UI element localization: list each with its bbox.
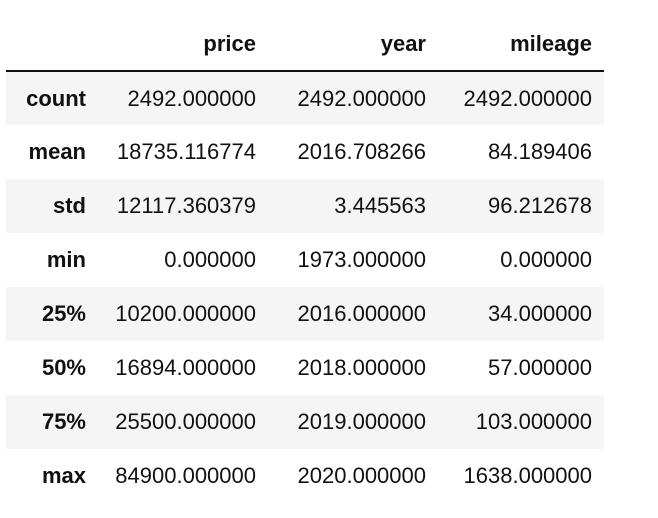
table-cell: 3.445563 <box>334 193 426 218</box>
column-header-mileage: mileage <box>438 18 604 72</box>
table-cell: 2016.708266 <box>297 139 426 164</box>
table-row: max 84900.000000 2020.000000 1638.000000 <box>6 449 604 503</box>
table-row: 25% 10200.000000 2016.000000 34.000000 <box>6 287 604 341</box>
row-index-label: std <box>53 193 86 218</box>
table-row: count 2492.000000 2492.000000 2492.00000… <box>6 71 604 125</box>
row-index-label: 50% <box>41 355 86 380</box>
table-cell: 1638.000000 <box>463 463 592 488</box>
dataframe-output: price year mileage count 2492.000000 249… <box>6 18 604 503</box>
table-cell: 84900.000000 <box>115 463 256 488</box>
table-header: price year mileage <box>6 18 604 72</box>
table-cell: 16894.000000 <box>115 355 256 380</box>
table-cell: 84.189406 <box>488 139 592 164</box>
column-header-year: year <box>268 18 438 72</box>
table-row: 50% 16894.000000 2018.000000 57.000000 <box>6 341 604 395</box>
table-row: mean 18735.116774 2016.708266 84.189406 <box>6 125 604 179</box>
header-row: price year mileage <box>6 18 604 72</box>
table-row: std 12117.360379 3.445563 96.212678 <box>6 179 604 233</box>
table-cell: 2016.000000 <box>297 301 426 326</box>
table-body: count 2492.000000 2492.000000 2492.00000… <box>6 71 604 503</box>
row-index-label: 25% <box>41 301 86 326</box>
table-cell: 0.000000 <box>500 247 592 272</box>
row-index-label: 75% <box>41 409 86 434</box>
table-cell: 2492.000000 <box>127 85 256 111</box>
table-cell: 34.000000 <box>488 301 592 326</box>
row-index-label: count <box>26 85 86 111</box>
column-header-price: price <box>98 18 268 72</box>
table-cell: 10200.000000 <box>115 301 256 326</box>
table-cell: 2492.000000 <box>463 85 592 111</box>
table-cell: 96.212678 <box>488 193 592 218</box>
describe-table: price year mileage count 2492.000000 249… <box>6 18 604 503</box>
row-index-label: mean <box>28 139 86 164</box>
table-cell: 2019.000000 <box>297 409 426 434</box>
table-cell: 18735.116774 <box>116 139 256 164</box>
table-cell: 2020.000000 <box>297 463 426 488</box>
table-row: 75% 25500.000000 2019.000000 103.000000 <box>6 395 604 449</box>
table-cell: 103.000000 <box>475 409 592 434</box>
table-cell: 25500.000000 <box>115 409 256 434</box>
table-row: min 0.000000 1973.000000 0.000000 <box>6 233 604 287</box>
index-column-header <box>6 18 98 72</box>
table-cell: 57.000000 <box>488 355 592 380</box>
table-cell: 1973.000000 <box>297 247 426 272</box>
table-cell: 12117.360379 <box>116 193 256 218</box>
row-index-label: max <box>41 463 86 488</box>
table-cell: 2492.000000 <box>297 85 426 111</box>
table-cell: 2018.000000 <box>297 355 426 380</box>
row-index-label: min <box>46 247 86 272</box>
table-cell: 0.000000 <box>164 247 256 272</box>
